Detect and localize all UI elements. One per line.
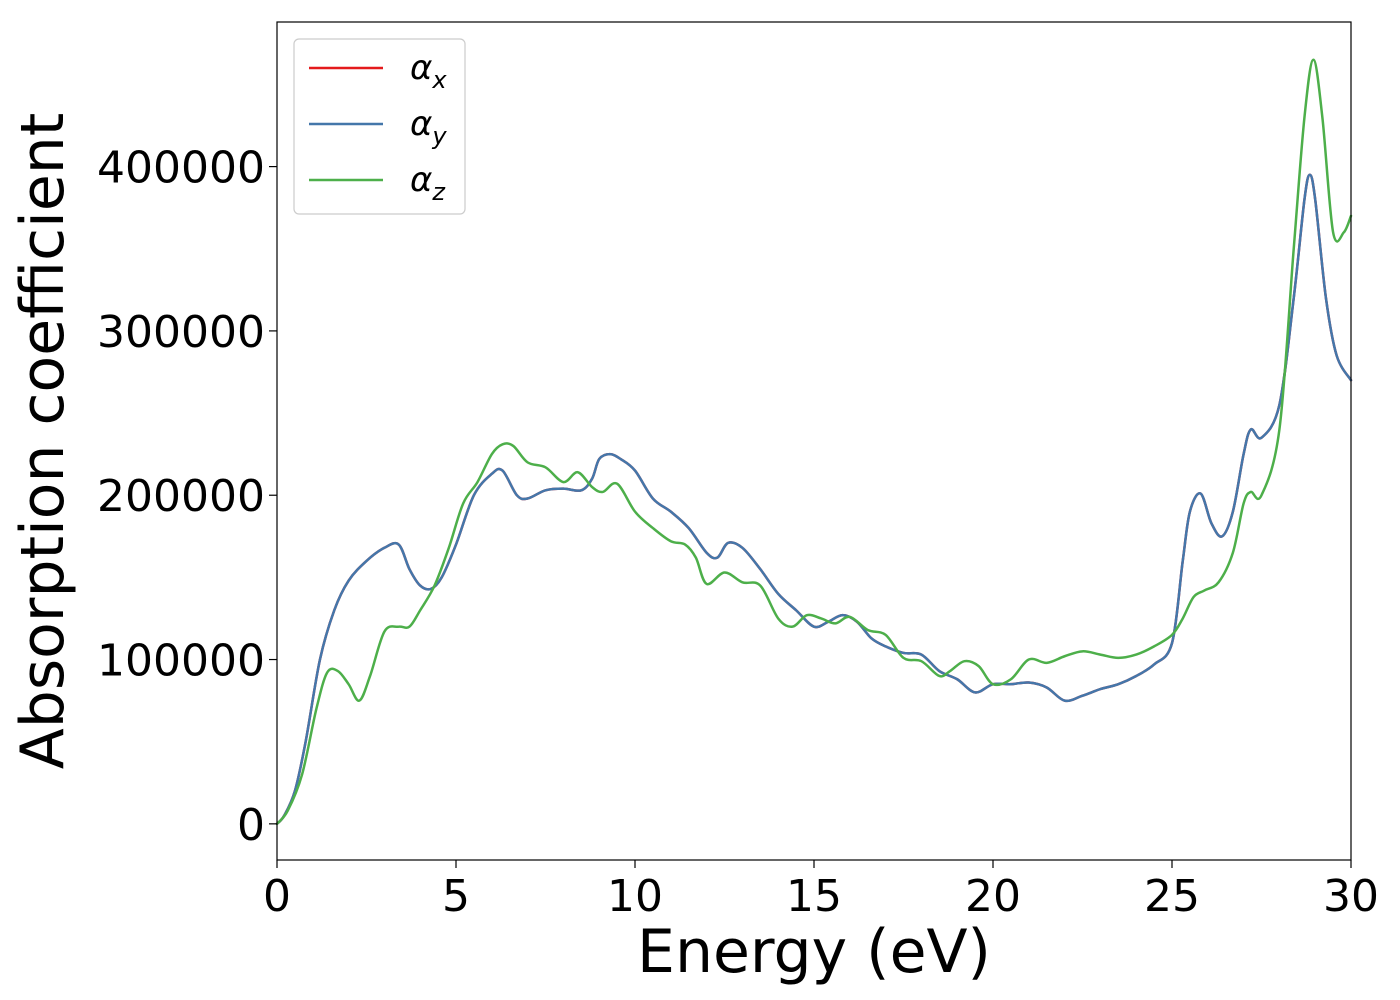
y-tick-label: 300000	[97, 307, 265, 358]
x-axis-ticks: 0 5 10 15 20 25 30	[263, 860, 1379, 922]
x-tick-label: 15	[786, 871, 842, 922]
series-layer	[275, 58, 1353, 826]
x-axis-label: Energy (eV)	[637, 917, 991, 987]
legend-label-alpha-z: αz	[410, 160, 446, 206]
legend-symbol: α	[410, 160, 432, 200]
legend-subscript: x	[431, 66, 447, 94]
legend-subscript: z	[431, 178, 446, 206]
x-tick-label: 5	[442, 871, 470, 922]
x-tick-label: 20	[965, 871, 1021, 922]
legend-symbol: α	[410, 48, 432, 88]
y-tick-label: 0	[237, 800, 265, 851]
x-tick-label: 0	[263, 871, 291, 922]
y-tick-label: 200000	[97, 471, 265, 522]
y-tick-label: 400000	[97, 143, 265, 194]
legend-box	[293, 38, 466, 215]
y-axis-ticks: 0 100000 200000 300000 400000	[97, 143, 277, 851]
legend-label-alpha-x: αx	[410, 48, 447, 94]
y-tick-label: 100000	[97, 636, 265, 687]
series-line-alpha-z	[275, 58, 1353, 826]
series-line-alpha-y	[275, 173, 1353, 826]
legend-subscript: y	[431, 122, 447, 150]
x-tick-label: 25	[1144, 871, 1200, 922]
legend-label-alpha-y: αy	[410, 104, 447, 150]
x-tick-label: 10	[607, 871, 663, 922]
legend-symbol: α	[410, 104, 432, 144]
y-axis-label: Absorption coefficient	[8, 113, 78, 770]
x-tick-label: 30	[1323, 871, 1379, 922]
